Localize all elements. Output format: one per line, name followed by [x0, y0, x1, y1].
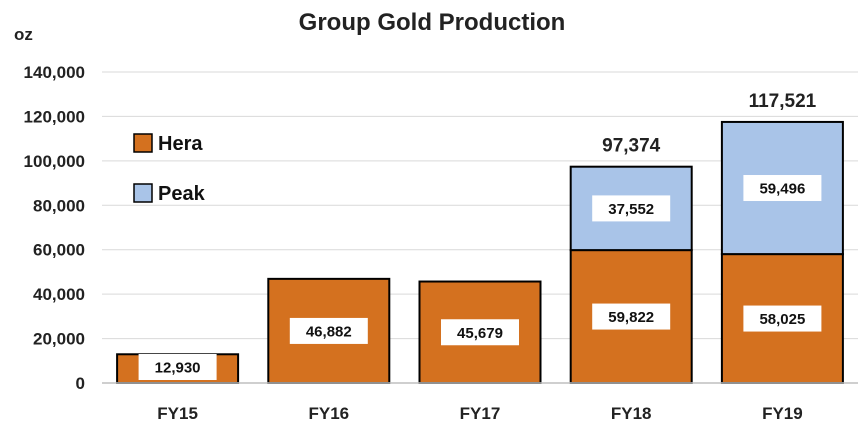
x-category-fy17: FY17	[460, 404, 501, 423]
legend-swatch-hera	[133, 133, 153, 153]
y-tick-label: 0	[76, 374, 85, 393]
x-category-fy15: FY15	[157, 404, 198, 423]
x-category-fy16: FY16	[308, 404, 349, 423]
data-label-box	[138, 354, 217, 380]
y-tick-label: 20,000	[33, 330, 85, 349]
y-axis-ticks: 0 20,000 40,000 60,000 80,000 100,000 120,000 1…	[24, 63, 85, 393]
y-tick-label: 100,000	[24, 152, 85, 171]
data-label-hera-fy16: 46,882	[306, 323, 352, 340]
gridlines	[102, 71, 858, 340]
legend-label-hera: Hera	[158, 133, 203, 155]
data-label-box	[289, 317, 368, 344]
total-label-fy19: 117,521	[749, 91, 817, 112]
data-label-box	[592, 195, 671, 222]
legend: Hera Peak	[133, 133, 206, 205]
y-axis-unit: oz	[14, 25, 33, 44]
x-category-fy19: FY19	[762, 404, 803, 423]
total-label-fy18: 97,374	[602, 136, 661, 157]
data-label-hera-fy18: 59,822	[608, 309, 654, 326]
bars: 12,930 46,882 45,679 59,822 37,552 97,374 58,0…	[116, 91, 844, 385]
y-tick-label: 40,000	[33, 285, 85, 304]
legend-label-peak: Peak	[158, 183, 206, 205]
y-tick-label: 140,000	[24, 63, 85, 82]
data-label-hera-fy19: 58,025	[759, 311, 805, 328]
data-label-box	[441, 319, 519, 346]
y-tick-label: 60,000	[33, 241, 85, 260]
legend-swatch-peak	[133, 183, 153, 203]
data-label-box	[592, 303, 671, 330]
y-tick-label: 120,000	[24, 107, 85, 126]
y-tick-label: 80,000	[33, 196, 85, 215]
x-axis-categories: FY15 FY16 FY17 FY18 FY19	[157, 404, 802, 423]
data-label-hera-fy15: 12,930	[155, 360, 201, 377]
data-label-box	[743, 305, 822, 332]
chart-title: Group Gold Production	[299, 9, 566, 36]
data-label-peak-fy19: 59,496	[759, 181, 805, 198]
data-label-hera-fy17: 45,679	[457, 325, 503, 342]
data-label-peak-fy18: 37,552	[608, 201, 654, 218]
data-label-box	[743, 175, 822, 202]
x-category-fy18: FY18	[611, 404, 652, 423]
